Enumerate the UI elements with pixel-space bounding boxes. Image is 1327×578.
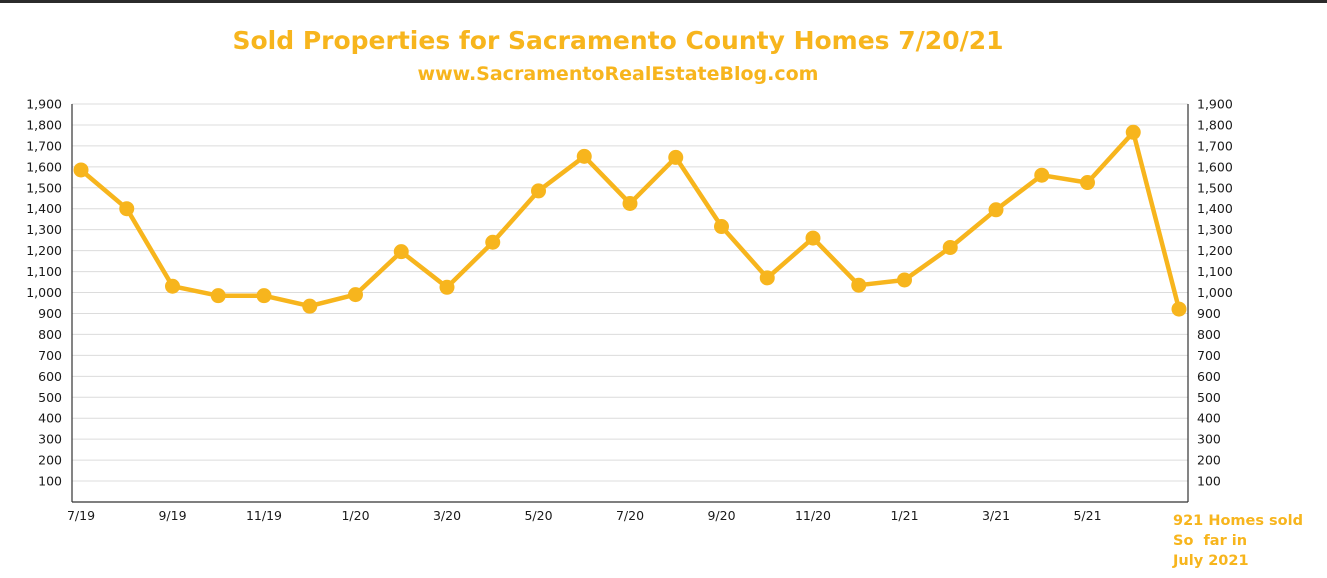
x-tick-label: 11/20 bbox=[795, 508, 831, 523]
y-tick-label-left: 600 bbox=[38, 369, 62, 384]
data-point bbox=[1171, 301, 1187, 317]
data-point bbox=[531, 183, 546, 199]
data-point bbox=[1034, 167, 1050, 183]
y-tick-label-left: 1,400 bbox=[26, 201, 62, 216]
data-point bbox=[988, 202, 1004, 218]
y-tick-label-left: 1,000 bbox=[26, 285, 62, 300]
top-border bbox=[0, 0, 1327, 3]
y-tick-label-left: 1,300 bbox=[26, 222, 62, 237]
series-line bbox=[78, 130, 1182, 312]
x-tick-label: 9/19 bbox=[158, 508, 186, 523]
y-tick-label-right: 1,700 bbox=[1197, 138, 1233, 153]
y-tick-label-right: 1,400 bbox=[1197, 201, 1233, 216]
x-tick-label: 1/20 bbox=[341, 508, 369, 523]
x-tick-label: 9/20 bbox=[707, 508, 735, 523]
data-point bbox=[805, 230, 821, 246]
data-point bbox=[302, 298, 318, 314]
y-tick-label-right: 400 bbox=[1197, 411, 1221, 426]
data-point bbox=[393, 244, 409, 260]
y-tick-label-left: 1,200 bbox=[26, 243, 62, 258]
y-tick-label-left: 300 bbox=[38, 432, 62, 447]
data-point bbox=[1125, 124, 1141, 140]
data-point bbox=[622, 196, 638, 211]
y-tick-label-right: 500 bbox=[1197, 390, 1221, 405]
y-tick-label-right: 600 bbox=[1197, 369, 1221, 384]
data-point bbox=[439, 279, 455, 295]
data-point bbox=[851, 277, 867, 293]
y-tick-label-left: 1,700 bbox=[26, 138, 62, 153]
y-tick-label-left: 500 bbox=[38, 390, 62, 405]
data-point bbox=[759, 270, 775, 286]
y-tick-label-right: 200 bbox=[1197, 453, 1221, 468]
y-tick-label-right: 300 bbox=[1197, 432, 1221, 447]
y-tick-label-right: 1,800 bbox=[1197, 117, 1233, 132]
data-point bbox=[210, 288, 226, 304]
annotation-line-3: July 2021 bbox=[1173, 553, 1249, 569]
data-point bbox=[714, 219, 729, 235]
data-point bbox=[165, 278, 180, 294]
x-tick-label: 3/21 bbox=[982, 508, 1010, 523]
x-tick-label: 7/19 bbox=[67, 508, 95, 523]
y-tick-label-left: 700 bbox=[38, 348, 62, 363]
y-tick-label-left: 1,600 bbox=[26, 159, 62, 174]
data-point bbox=[668, 149, 684, 165]
x-tick-label: 7/20 bbox=[616, 508, 644, 523]
x-tick-label: 11/19 bbox=[246, 508, 282, 523]
x-tick-label: 5/21 bbox=[1073, 508, 1101, 523]
y-tick-label-left: 900 bbox=[38, 306, 62, 321]
y-tick-label-left: 100 bbox=[38, 474, 62, 489]
chart-title: Sold Properties for Sacramento County Ho… bbox=[232, 26, 1004, 55]
y-tick-label-right: 1,100 bbox=[1197, 264, 1233, 279]
y-tick-label-right: 1,200 bbox=[1197, 243, 1233, 258]
chart-subtitle: www.SacramentoRealEstateBlog.com bbox=[417, 63, 819, 85]
data-point bbox=[348, 287, 363, 303]
y-tick-label-right: 1,600 bbox=[1197, 159, 1233, 174]
y-tick-label-left: 1,900 bbox=[26, 97, 62, 112]
data-point bbox=[1080, 175, 1095, 191]
data-point bbox=[73, 162, 89, 178]
y-tick-label-right: 100 bbox=[1197, 474, 1221, 489]
annotation-line-1: 921 Homes sold bbox=[1173, 513, 1303, 529]
y-tick-label-right: 1,000 bbox=[1197, 285, 1233, 300]
data-point bbox=[485, 234, 501, 250]
y-tick-label-right: 900 bbox=[1197, 306, 1221, 321]
y-tick-label-left: 1,500 bbox=[26, 180, 62, 195]
data-point bbox=[576, 148, 592, 164]
x-tick-label: 3/20 bbox=[433, 508, 461, 523]
x-tick-label: 1/21 bbox=[890, 508, 918, 523]
annotation-note: 921 Homes sold So far in July 2021 bbox=[1173, 511, 1323, 571]
y-tick-label-left: 1,800 bbox=[26, 117, 62, 132]
y-tick-label-left: 1,100 bbox=[26, 264, 62, 279]
y-tick-label-left: 200 bbox=[38, 453, 62, 468]
y-tick-label-right: 1,300 bbox=[1197, 222, 1233, 237]
y-tick-label-right: 1,500 bbox=[1197, 180, 1233, 195]
y-tick-label-right: 1,900 bbox=[1197, 97, 1233, 112]
y-tick-label-right: 800 bbox=[1197, 327, 1221, 342]
data-point bbox=[256, 288, 272, 304]
data-point bbox=[942, 239, 958, 255]
y-tick-label-left: 400 bbox=[38, 411, 62, 426]
y-tick-label-left: 800 bbox=[38, 327, 62, 342]
y-tick-label-right: 700 bbox=[1197, 348, 1221, 363]
annotation-line-2: So far in bbox=[1173, 533, 1248, 549]
data-point bbox=[897, 272, 912, 288]
x-tick-label: 5/20 bbox=[524, 508, 552, 523]
data-point bbox=[119, 201, 135, 217]
